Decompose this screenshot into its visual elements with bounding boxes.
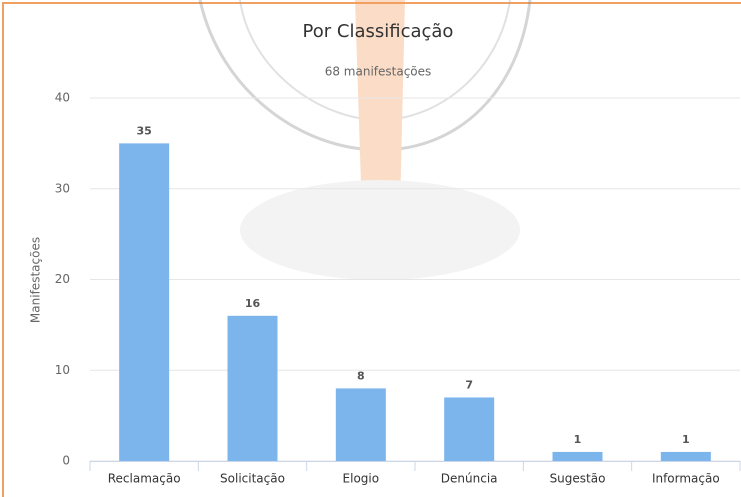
chart: Por Classificação 68 manifestações Manif…: [0, 0, 741, 497]
x-tick-label: Reclamação: [108, 472, 181, 486]
bar: [119, 143, 169, 461]
bar: [336, 388, 386, 461]
x-tick-label: Denúncia: [441, 472, 498, 486]
y-tick-label: 20: [55, 272, 70, 286]
y-tick-label: 40: [55, 91, 70, 105]
bar: [228, 316, 278, 461]
y-tick-label: 10: [55, 363, 70, 377]
data-label: 1: [682, 433, 690, 446]
data-label: 16: [245, 297, 261, 310]
y-tick-label: 0: [62, 454, 70, 468]
x-tick-label: Informação: [652, 472, 720, 486]
x-tick-label: Elogio: [343, 472, 380, 486]
bar: [661, 452, 711, 461]
data-label: 1: [574, 433, 582, 446]
x-tick-label: Sugestão: [550, 472, 606, 486]
chart-subtitle: 68 manifestações: [325, 65, 432, 79]
chart-title: Por Classificação: [303, 21, 454, 42]
data-label: 8: [357, 369, 365, 382]
y-axis-label: Manifestações: [29, 237, 43, 323]
watermark-shadow: [240, 180, 520, 280]
data-label: 35: [137, 124, 152, 137]
y-tick-label: 30: [55, 181, 70, 195]
bar: [444, 397, 494, 461]
x-tick-label: Solicitação: [220, 472, 285, 486]
data-label: 7: [465, 378, 473, 391]
bar: [553, 452, 603, 461]
